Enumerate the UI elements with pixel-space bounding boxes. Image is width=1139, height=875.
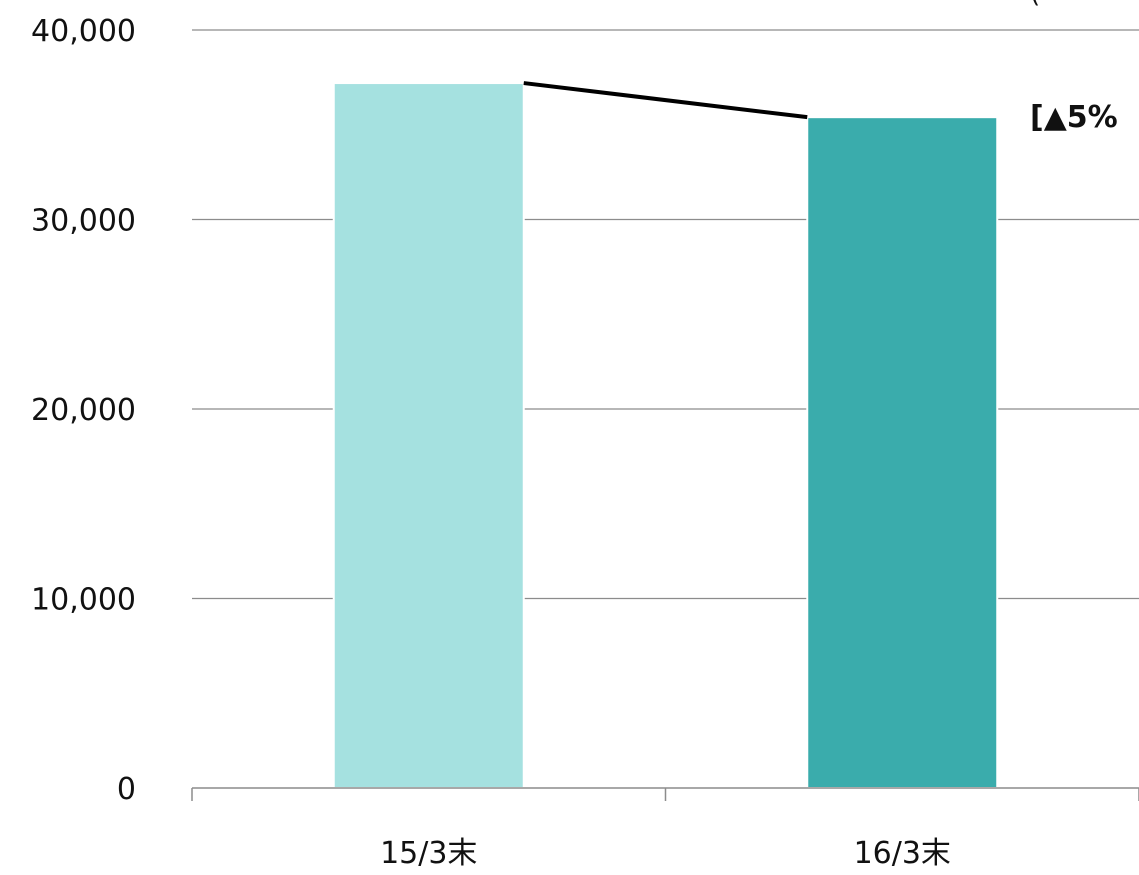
change-annotation: [▲5%: [1030, 100, 1118, 135]
bar: [806, 116, 999, 790]
axes: 0 10,000 20,000 30,000 40,000 15/3末 16/3末: [31, 14, 1139, 871]
x-tick-label: 15/3末: [380, 836, 477, 871]
bars: [332, 82, 999, 790]
x-tick-label: 16/3末: [854, 836, 951, 871]
connector-line: [523, 81, 808, 120]
y-tick-label: 10,000: [31, 583, 136, 618]
y-tick-label: 30,000: [31, 204, 136, 239]
bar: [332, 82, 525, 789]
connector: [523, 81, 808, 120]
y-tick-label: 20,000: [31, 393, 136, 428]
unit-note-fragment: (: [1030, 0, 1040, 9]
y-tick-label: 0: [117, 772, 136, 807]
y-tick-label: 40,000: [31, 14, 136, 49]
